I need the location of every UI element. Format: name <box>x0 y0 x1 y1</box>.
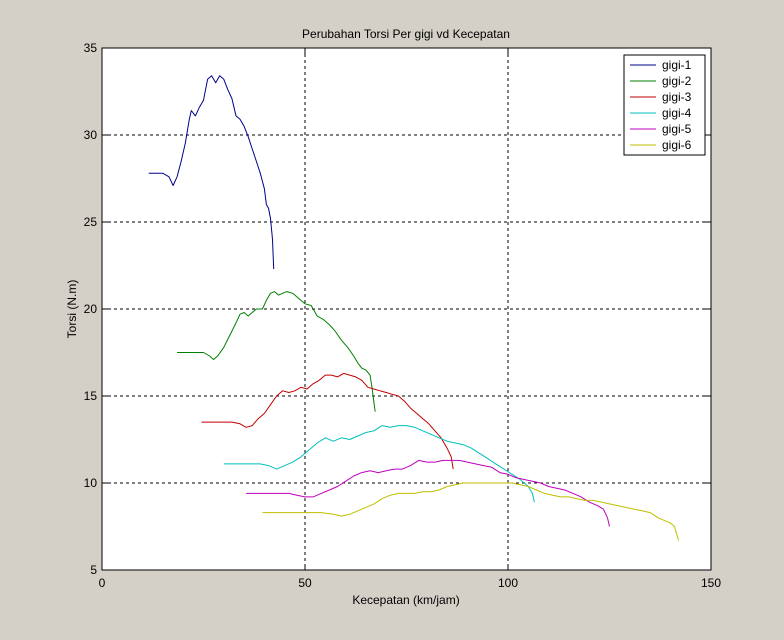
x-tick-label: 50 <box>298 576 312 590</box>
y-axis-label: Torsi (N.m) <box>65 280 79 339</box>
legend-label-gigi-2: gigi-2 <box>662 74 692 88</box>
legend-label-gigi-5: gigi-5 <box>662 122 692 136</box>
series-line-gigi-2 <box>177 291 376 412</box>
legend: gigi-1 gigi-2 gigi-3 gigi-4 gigi-5 gigi-6 <box>623 54 706 156</box>
y-tick-label: 15 <box>84 389 98 403</box>
series-line-gigi-6 <box>262 482 679 541</box>
y-tick-label: 5 <box>90 563 97 577</box>
y-tick-label: 30 <box>84 128 98 142</box>
y-tick-label: 20 <box>84 302 98 316</box>
plot-area <box>101 47 712 571</box>
series-line-gigi-3 <box>201 372 454 470</box>
x-tick-label: 0 <box>99 576 106 590</box>
series-line-gigi-4 <box>223 425 535 503</box>
axis-ticks: 0 50 100 150 5 10 15 20 25 30 35 <box>84 41 722 590</box>
series-lines <box>148 75 679 541</box>
x-tick-label: 150 <box>701 576 721 590</box>
y-tick-label: 10 <box>84 476 98 490</box>
legend-label-gigi-4: gigi-4 <box>662 106 692 120</box>
x-tick-label: 100 <box>498 576 518 590</box>
chart-title: Perubahan Torsi Per gigi vd Kecepatan <box>302 27 510 41</box>
y-tick-label: 25 <box>84 215 98 229</box>
legend-label-gigi-6: gigi-6 <box>662 138 692 152</box>
series-line-gigi-1 <box>148 75 275 270</box>
series-line-gigi-5 <box>246 459 610 527</box>
legend-box <box>623 54 706 156</box>
x-axis-label: Kecepatan (km/jam) <box>352 593 459 607</box>
legend-label-gigi-3: gigi-3 <box>662 90 692 104</box>
legend-label-gigi-1: gigi-1 <box>662 58 692 72</box>
y-tick-label: 35 <box>84 41 98 55</box>
